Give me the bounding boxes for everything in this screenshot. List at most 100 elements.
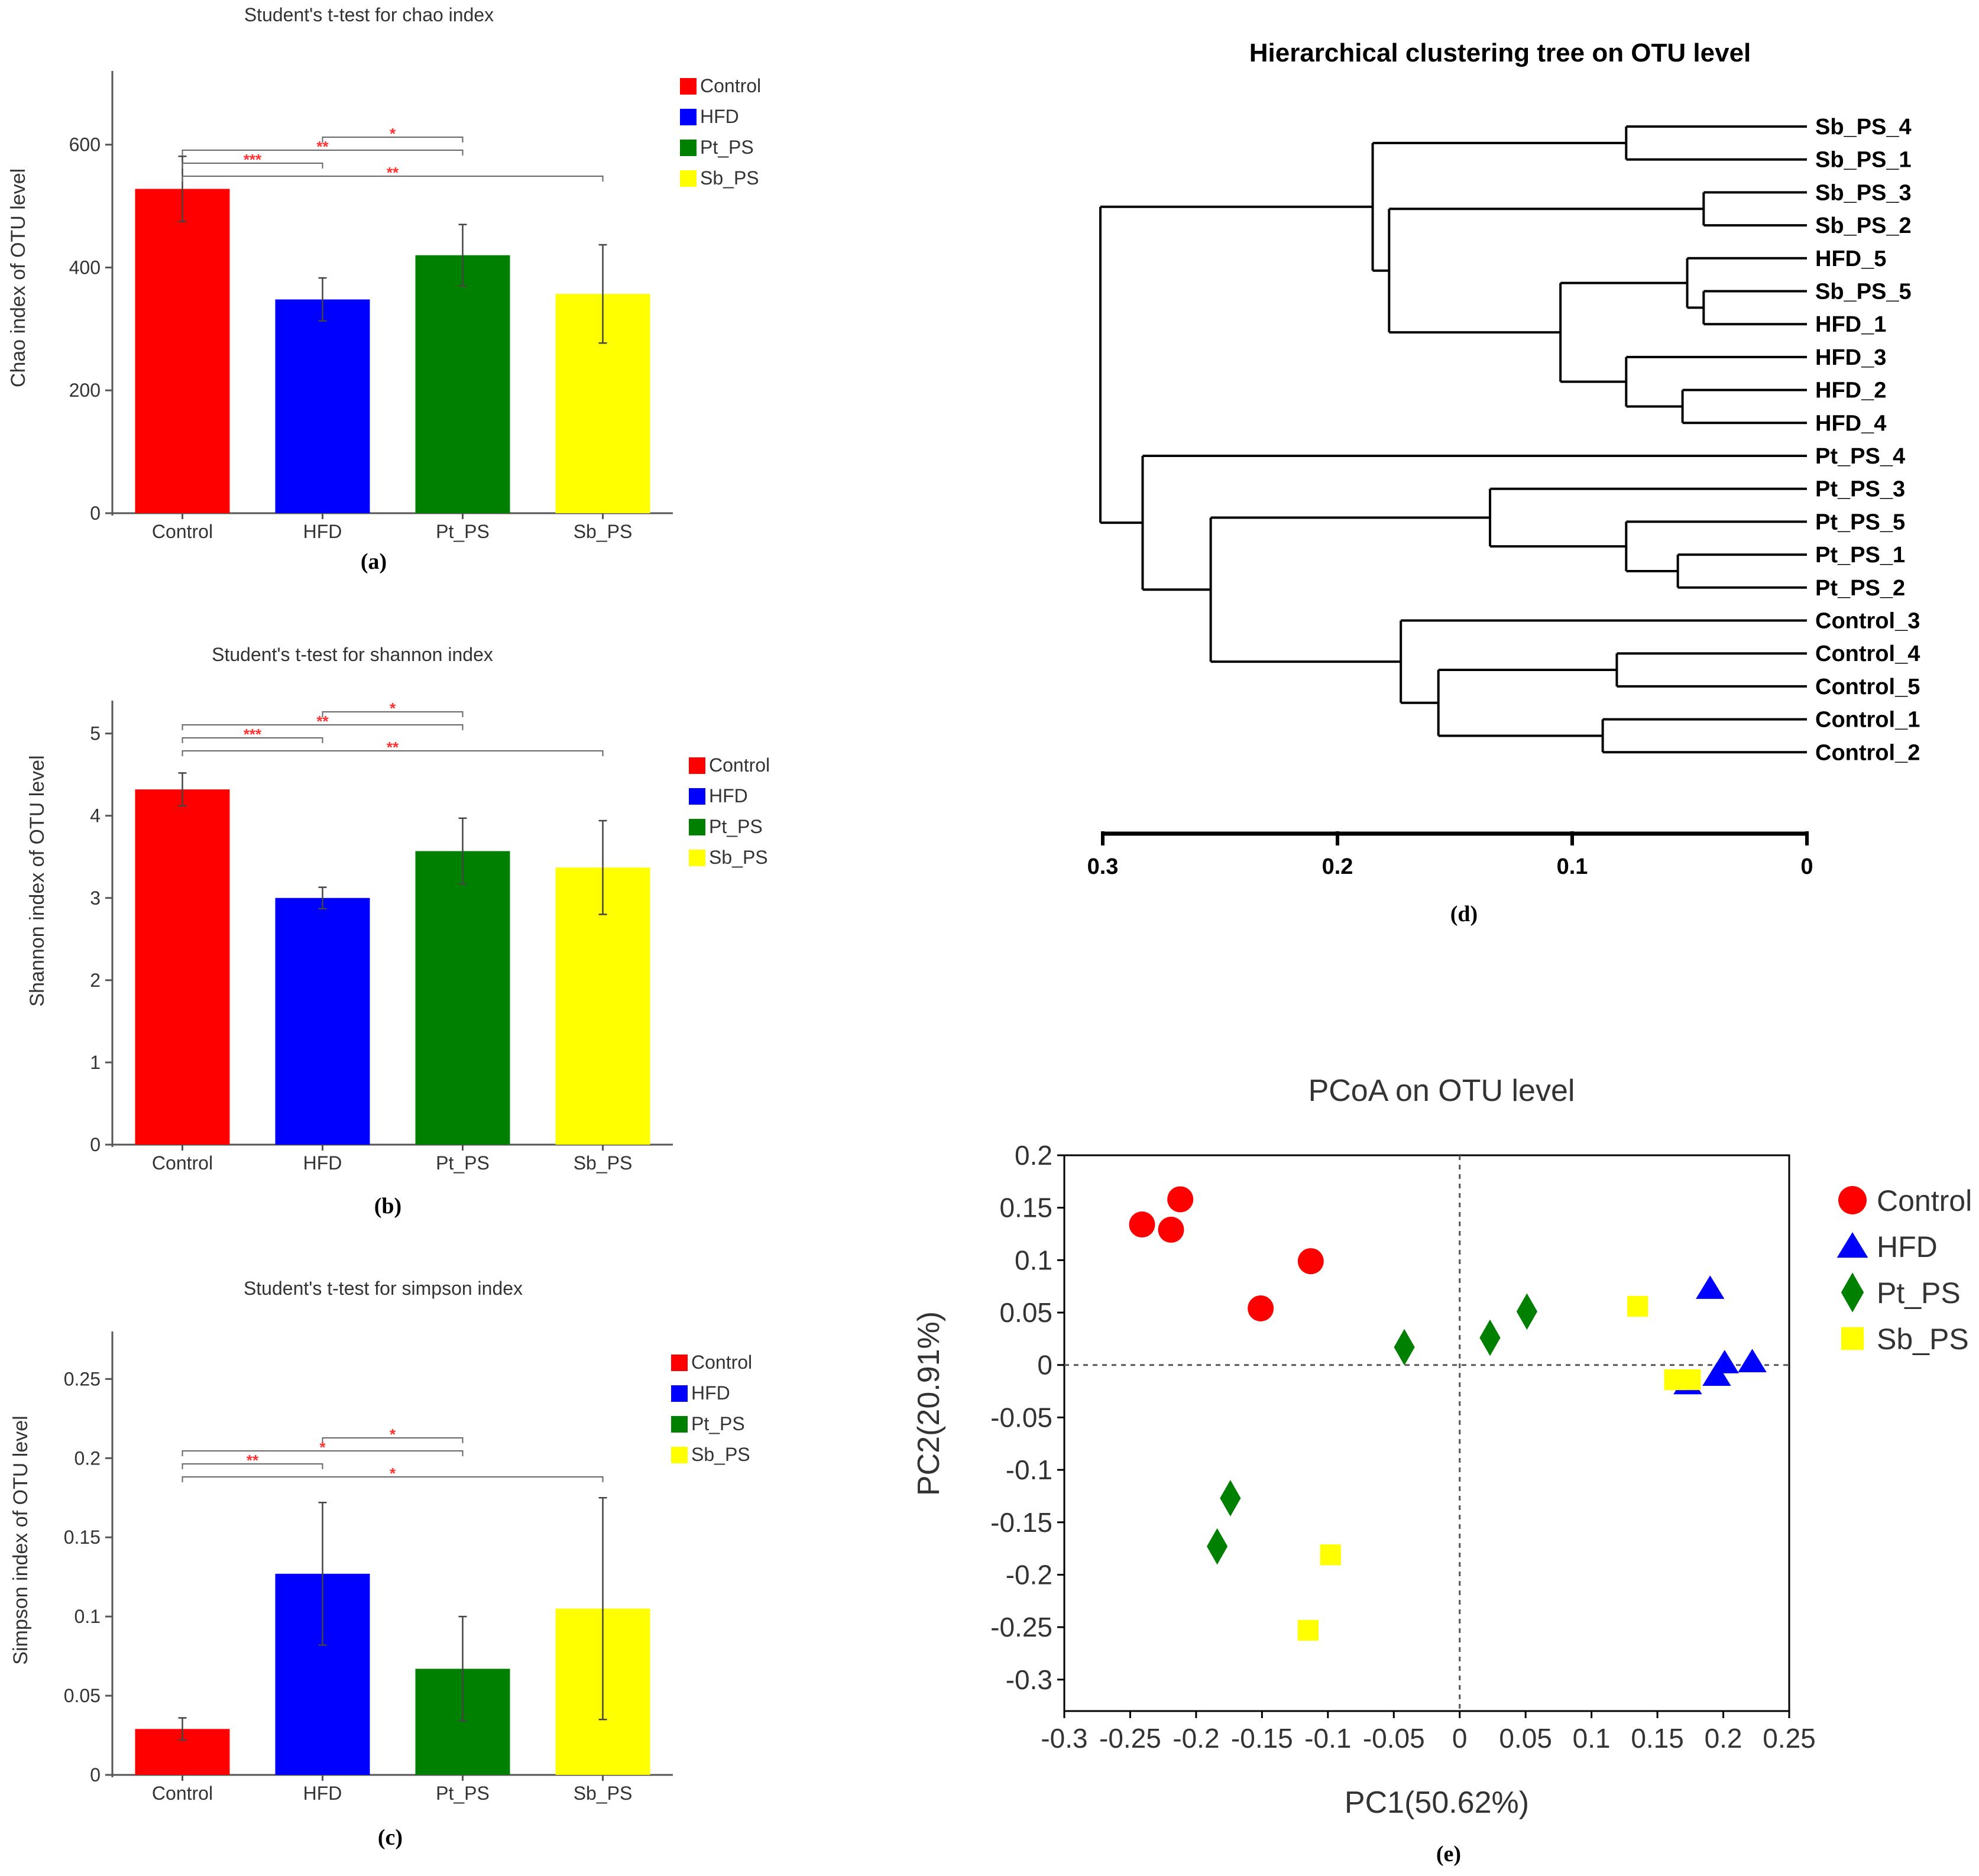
chart-c-legend: Control HFD Pt_PS Sb_PS [671, 1352, 752, 1465]
leaf-label: Control_2 [1815, 740, 1920, 765]
x-tick-label: Control [152, 521, 213, 542]
leaf-label: HFD_2 [1815, 378, 1886, 403]
significance-bracket [182, 750, 604, 756]
x-tick-label: HFD [303, 521, 342, 542]
y-tick-label: 1 [90, 1052, 101, 1073]
leaf-label: Pt_PS_2 [1815, 576, 1905, 601]
point-control-circle [1297, 1248, 1324, 1275]
y-tick-label: -0.25 [990, 1612, 1052, 1642]
significance-stars: ** [387, 738, 399, 756]
chart-c-ylabel: Simpson index of OTU level [9, 1415, 32, 1664]
chart-e-frame: -0.3 -0.25 -0.2 -0.15 -0.1 -0.05 0 0.05 0.1 0.15 0… [990, 1140, 1816, 1754]
legend-label: Sb_PS [700, 167, 759, 189]
x-tick-label: Pt_PS [436, 521, 490, 542]
significance-stars: ** [387, 164, 399, 182]
scale-tick-label: 0.2 [1322, 854, 1353, 879]
y-tick-label: 0.1 [1015, 1245, 1052, 1275]
significance-stars: *** [244, 725, 262, 743]
leaf-label: Pt_PS_3 [1815, 477, 1905, 502]
legend-swatch-control [680, 78, 697, 95]
leaf-label: Sb_PS_2 [1815, 213, 1912, 238]
significance-bracket [182, 1450, 464, 1456]
scale-tick-label: 0.3 [1087, 854, 1119, 879]
chart-b-legend: Control HFD Pt_PS Sb_PS [689, 754, 770, 868]
chart-e-points [1129, 1186, 1767, 1641]
chart-a-title: Student's t-test for chao index [244, 4, 494, 25]
scale-tick-label: 0.1 [1557, 854, 1588, 879]
legend-label: HFD [691, 1382, 730, 1404]
y-tick-label: -0.1 [1006, 1454, 1052, 1485]
leaf-label: HFD_5 [1815, 247, 1886, 271]
panel-a-chao-chart: Student's t-test for chao index Chao ind… [7, 4, 761, 574]
y-tick-label: 3 [90, 887, 101, 909]
chart-a-significance: ******** [182, 125, 604, 182]
significance-bracket [322, 137, 464, 142]
chart-e-ylabel: PC2(20.91%) [912, 1311, 946, 1496]
legend-swatch-hfd [680, 109, 697, 125]
point-hfd-triangle [1696, 1275, 1725, 1299]
bar-hfd [275, 299, 370, 513]
chart-c-bars [135, 1497, 650, 1775]
chart-c-axes: 0 0.05 0.1 0.15 0.2 0.25 Control HFD Pt_PS Sb_PS [64, 1331, 673, 1804]
significance-bracket [182, 1463, 323, 1469]
legend-swatch-hfd [671, 1385, 688, 1402]
chart-d-scale-axis: 0.3 0.2 0.1 0 [1087, 831, 1813, 879]
caption-b: (b) [374, 1194, 401, 1219]
point-control-circle [1167, 1186, 1194, 1213]
x-tick-label: -0.3 [1041, 1723, 1087, 1754]
significance-stars: * [390, 125, 396, 142]
significance-stars: ** [247, 1451, 259, 1469]
x-tick-label: -0.15 [1231, 1723, 1293, 1754]
significance-stars: * [319, 1438, 326, 1456]
point-hfd-triangle [1738, 1349, 1767, 1372]
leaf-label: Pt_PS_1 [1815, 543, 1905, 568]
y-tick-label: 0 [90, 1764, 101, 1786]
y-tick-label: 200 [69, 380, 101, 401]
y-tick-label: 0.15 [999, 1193, 1052, 1223]
significance-stars: * [390, 1425, 396, 1443]
leaf-label: Pt_PS_5 [1815, 510, 1905, 534]
caption-a: (a) [361, 549, 387, 574]
legend-swatch-pt_ps [689, 819, 705, 835]
x-tick-label: 0 [1452, 1723, 1468, 1754]
y-tick-label: 0 [90, 1134, 101, 1155]
panel-e-pcoa-scatter: PCoA on OTU level PC2(20.91%) PC1(50.62%… [912, 1074, 1972, 1867]
x-tick-label: 0.2 [1705, 1723, 1742, 1754]
legend-label: Control [691, 1352, 752, 1373]
panel-d-dendrogram: Hierarchical clustering tree on OTU leve… [1087, 38, 1920, 926]
y-tick-label: 0.05 [999, 1297, 1052, 1328]
legend-label: Control [709, 754, 770, 776]
chart-b-bars [135, 772, 650, 1145]
significance-bracket [182, 724, 464, 730]
leaf-label: Sb_PS_1 [1815, 148, 1912, 173]
significance-bracket [182, 163, 323, 169]
y-tick-label: 0 [1037, 1350, 1052, 1381]
x-tick-label: Sb_PS [574, 521, 633, 542]
bar-pt_ps [415, 851, 510, 1145]
caption-d: (d) [1450, 902, 1478, 926]
legend-label: Pt_PS [691, 1413, 745, 1434]
x-tick-label: -0.1 [1304, 1723, 1351, 1754]
y-tick-label: 600 [69, 134, 101, 155]
bar-pt_ps [415, 255, 510, 513]
y-tick-label: -0.3 [1006, 1664, 1052, 1695]
legend-label: HFD [709, 785, 748, 806]
legend-label: Pt_PS [700, 137, 754, 158]
legend-swatch-hfd [689, 788, 705, 805]
panel-c-simpson-chart: Student's t-test for simpson index Simps… [9, 1278, 752, 1850]
bar-control [135, 789, 230, 1145]
legend-swatch-sb_ps [680, 170, 697, 187]
legend-swatch-control [671, 1355, 688, 1371]
chart-e-title: PCoA on OTU level [1308, 1074, 1575, 1108]
chart-a-legend: Control HFD Pt_PS Sb_PS [680, 75, 761, 189]
point-hfd-triangle [1702, 1362, 1731, 1386]
significance-bracket [182, 737, 323, 743]
chart-b-significance: ******** [182, 699, 604, 756]
y-tick-label: 4 [90, 805, 101, 827]
leaf-label: Control_5 [1815, 675, 1920, 699]
point-pt_ps-diamond [1206, 1528, 1228, 1565]
y-tick-label: 0.15 [64, 1527, 101, 1548]
leaf-label: HFD_1 [1815, 312, 1886, 337]
y-tick-label: 2 [90, 970, 101, 991]
